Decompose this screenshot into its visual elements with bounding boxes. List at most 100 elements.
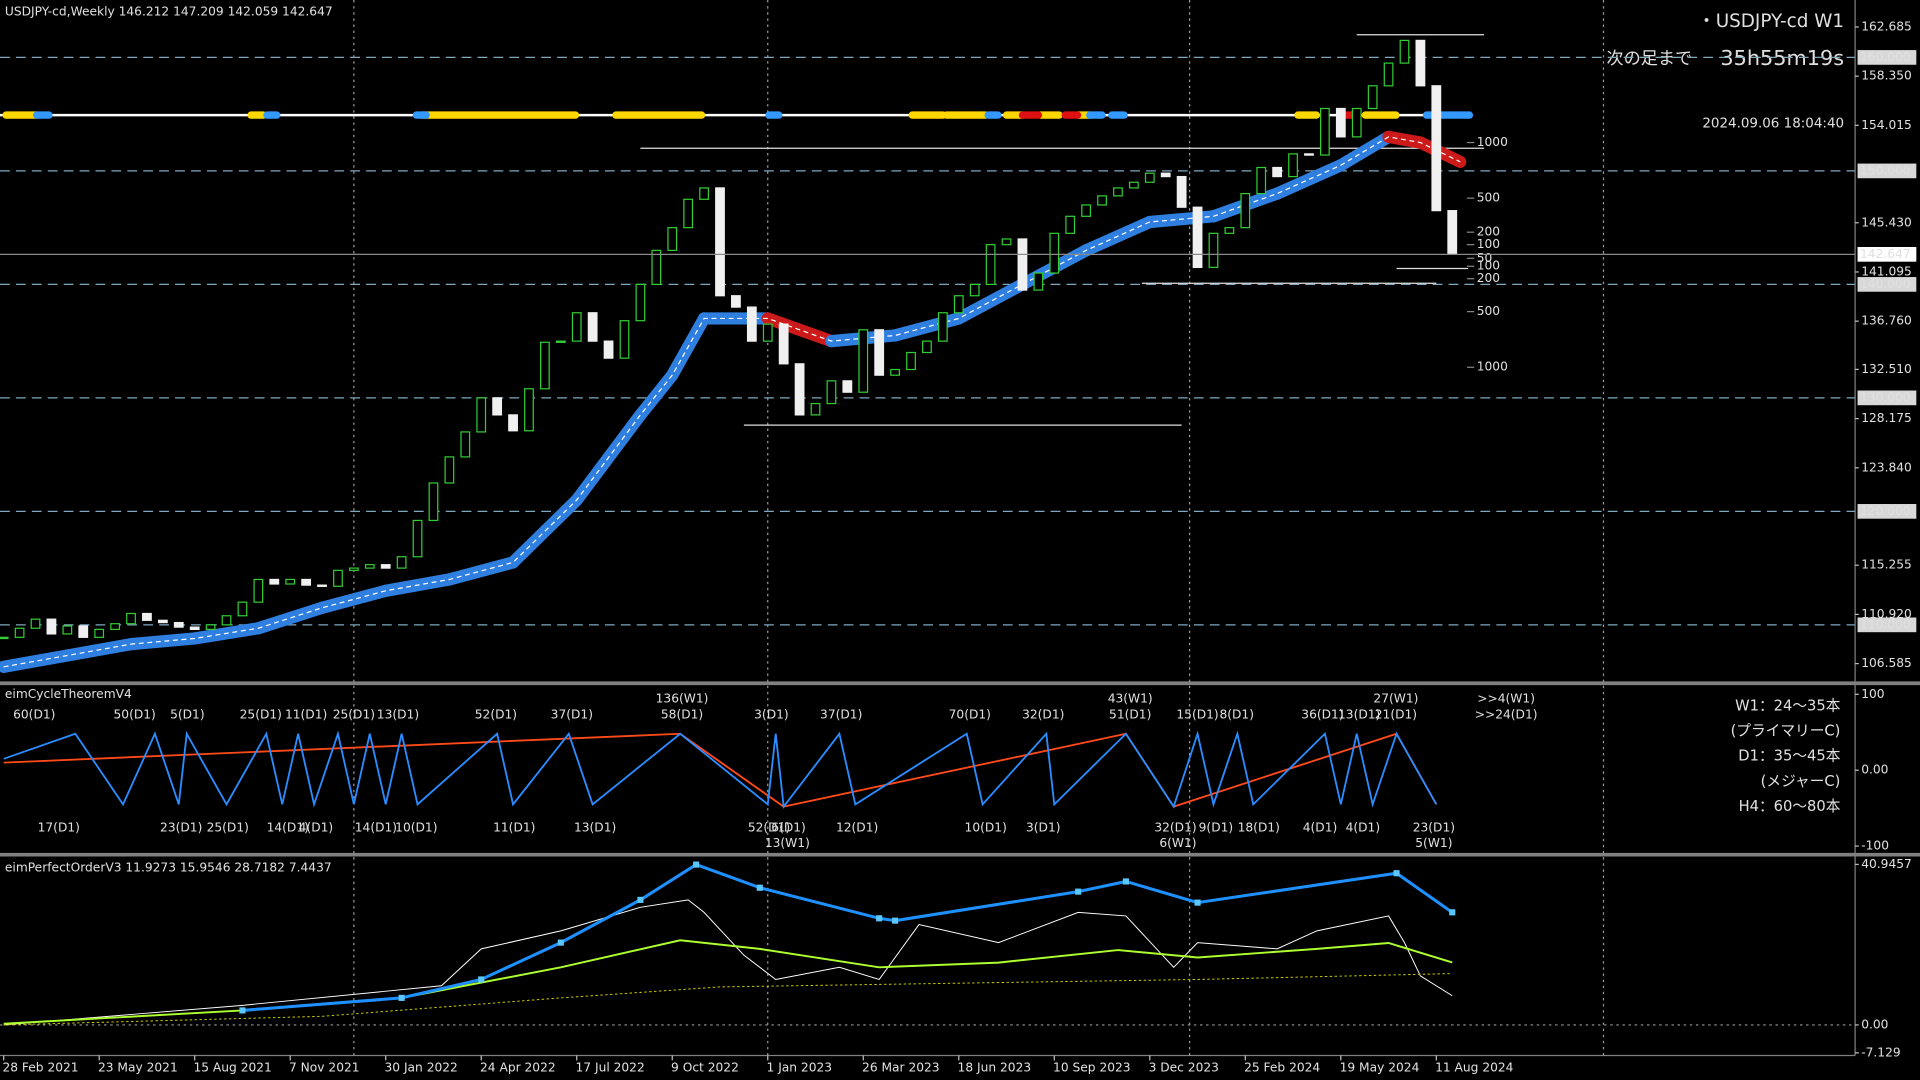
cycle-label: 25(D1) xyxy=(240,708,282,722)
y-tick-label: 154.015 xyxy=(1861,118,1912,132)
candle xyxy=(683,198,694,229)
y-tick-label: 141.095 xyxy=(1861,264,1912,278)
candle xyxy=(1176,175,1187,208)
candle xyxy=(46,618,57,635)
x-tick-label: 3 Dec 2023 xyxy=(1149,1060,1219,1074)
y-tick-label: 115.255 xyxy=(1861,558,1912,572)
fib-label: 1000 xyxy=(1477,360,1508,374)
candle xyxy=(540,341,550,390)
candle xyxy=(890,368,900,376)
candle xyxy=(460,431,471,458)
cycle-label: >>24(D1) xyxy=(1475,708,1538,722)
candle xyxy=(1320,107,1330,156)
order-marker xyxy=(1075,888,1082,895)
cycle-line xyxy=(3,730,1438,810)
candle xyxy=(0,636,9,640)
candle xyxy=(842,380,853,393)
candle xyxy=(953,295,964,314)
x-tick-label: 19 May 2024 xyxy=(1340,1060,1420,1074)
candle xyxy=(1256,166,1267,195)
candle xyxy=(1272,166,1283,178)
cycle-label: 5(W1) xyxy=(1415,836,1452,850)
x-tick-label: 10 Sep 2023 xyxy=(1053,1060,1131,1074)
y-tick-label: -7.129 xyxy=(1861,1045,1900,1059)
level-label: 140.000 xyxy=(1860,277,1911,291)
candle xyxy=(157,619,168,624)
candle xyxy=(1192,206,1203,268)
y-tick-label: 132.510 xyxy=(1861,362,1912,376)
order-marker xyxy=(876,915,883,922)
y-tick-label: 106.585 xyxy=(1861,656,1912,670)
level-label-box xyxy=(1857,504,1917,519)
cycle-label: 10(D1) xyxy=(395,820,437,834)
candle xyxy=(1351,107,1362,138)
fib-label: 100 xyxy=(1477,237,1500,251)
candle xyxy=(937,312,948,342)
candle xyxy=(906,351,916,371)
cycle-label: 13(D1) xyxy=(574,820,616,834)
candle xyxy=(651,249,662,286)
cycle-label: 11(D1) xyxy=(493,820,535,834)
candle xyxy=(1335,107,1346,138)
x-tick-label: 26 Mar 2023 xyxy=(862,1060,940,1074)
order-line xyxy=(3,973,1453,1026)
candle xyxy=(794,363,805,416)
x-tick-label: 18 Jun 2023 xyxy=(958,1060,1032,1074)
x-tick-label: 17 Jul 2022 xyxy=(576,1060,645,1074)
order-marker xyxy=(693,861,700,868)
ma-center xyxy=(3,136,1461,668)
cycle-label: 51(D1) xyxy=(1109,708,1151,722)
candle xyxy=(396,556,407,569)
candle xyxy=(1065,215,1076,234)
y-tick-label: 40.9457 xyxy=(1861,857,1912,871)
candle xyxy=(508,414,518,432)
candle xyxy=(667,227,678,251)
symbol: ・USDJPY-cd W1 xyxy=(1697,11,1844,32)
candle xyxy=(94,628,105,638)
candle xyxy=(348,567,359,571)
y-tick-label: 123.840 xyxy=(1861,460,1912,474)
y-tick-label: 128.175 xyxy=(1861,411,1912,425)
y-tick-label: -100 xyxy=(1861,839,1889,853)
order-marker xyxy=(398,994,405,1001)
cycle-label: 9(D1) xyxy=(1199,820,1234,834)
cycle-label: 52(D1) xyxy=(748,820,790,834)
candle xyxy=(301,578,312,586)
candle xyxy=(1144,172,1155,183)
cycle-label: 15(D1) xyxy=(1176,708,1218,722)
fib-label: 500 xyxy=(1477,191,1500,205)
candle xyxy=(1017,238,1028,291)
candle xyxy=(778,323,789,365)
fib-label: 500 xyxy=(1477,304,1500,318)
candle xyxy=(412,519,423,558)
candle xyxy=(1304,153,1314,156)
cycle-label: 43(W1) xyxy=(1108,692,1153,706)
fib-label: 200 xyxy=(1477,225,1500,239)
candle xyxy=(922,340,932,354)
ma-segment xyxy=(952,278,1029,325)
candle xyxy=(1431,85,1442,212)
y-tick-label: 0.00 xyxy=(1861,1017,1888,1031)
candle xyxy=(746,306,757,342)
candle xyxy=(237,601,248,617)
candle xyxy=(142,612,152,621)
candle xyxy=(492,397,503,416)
x-tick-label: 25 Feb 2024 xyxy=(1244,1060,1320,1074)
level-label-box xyxy=(1857,390,1917,406)
candle xyxy=(874,329,885,376)
cycle-label: 14(D1) xyxy=(267,820,309,834)
candle xyxy=(428,482,439,522)
candle xyxy=(1049,232,1060,274)
cycle-label: 3(D1) xyxy=(1026,820,1061,834)
candle xyxy=(826,380,837,405)
order-line xyxy=(3,899,1453,1026)
candle xyxy=(189,626,200,630)
cycle-label: 6(W1) xyxy=(1159,836,1196,850)
candle xyxy=(635,283,646,322)
cycle-label: 21(D1) xyxy=(1375,708,1417,722)
candle xyxy=(221,615,232,626)
candle xyxy=(619,320,630,359)
order-marker xyxy=(892,917,899,924)
panel-title: eimPerfectOrderV3 11.9273 15.9546 28.718… xyxy=(5,861,332,875)
